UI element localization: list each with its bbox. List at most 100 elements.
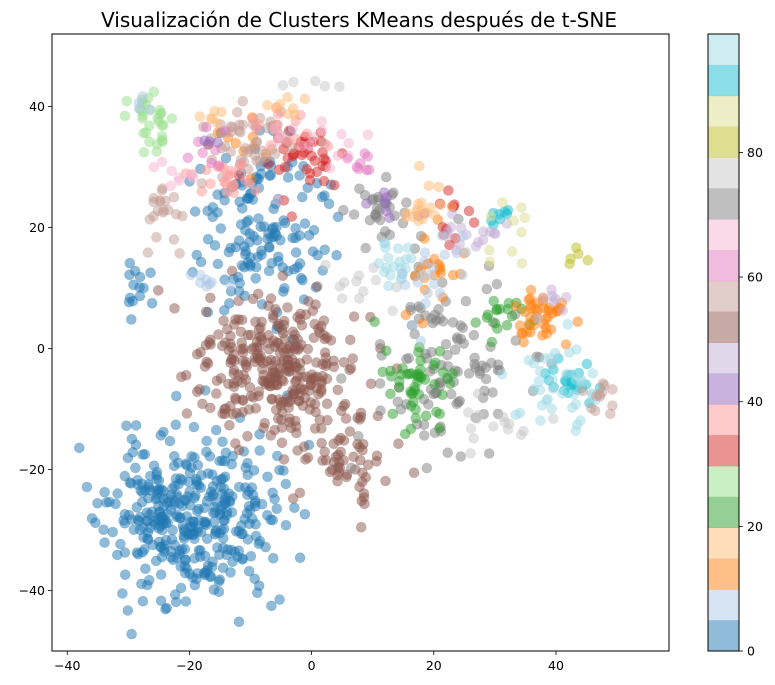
data-point	[262, 471, 273, 483]
data-point	[425, 202, 437, 213]
data-point	[277, 80, 289, 91]
data-point	[191, 348, 203, 360]
data-point	[169, 303, 180, 314]
data-point	[215, 223, 227, 234]
data-point	[181, 459, 192, 471]
data-point	[516, 227, 527, 238]
data-point	[205, 292, 216, 304]
scatter-points	[74, 75, 618, 640]
data-point	[418, 430, 430, 441]
data-point	[265, 293, 277, 304]
data-point	[151, 146, 163, 157]
data-point	[251, 136, 263, 147]
data-point	[265, 140, 277, 151]
data-point	[399, 428, 411, 440]
data-point	[185, 516, 196, 528]
data-point	[440, 338, 452, 350]
data-point	[209, 240, 221, 251]
data-point	[130, 420, 142, 431]
data-point	[463, 368, 475, 379]
data-point	[443, 185, 454, 196]
data-point	[166, 165, 177, 177]
data-point	[202, 233, 214, 245]
data-point	[177, 210, 188, 222]
data-point	[217, 562, 229, 574]
colorbar-tick-label: 0	[747, 644, 755, 659]
data-point	[339, 398, 351, 410]
data-point	[332, 150, 344, 161]
data-point	[278, 375, 289, 387]
data-point	[225, 567, 236, 578]
data-point	[251, 336, 263, 348]
data-point	[287, 493, 299, 504]
colorbar-segment	[708, 373, 739, 405]
data-point	[378, 266, 390, 278]
data-point	[374, 338, 386, 350]
data-point	[143, 479, 154, 490]
data-point	[418, 256, 430, 267]
data-point	[292, 344, 304, 356]
data-point	[240, 225, 251, 236]
data-point	[561, 368, 572, 380]
data-point	[197, 398, 208, 410]
colorbar: 0 20 40 60 80	[707, 33, 763, 659]
data-point	[487, 387, 498, 398]
data-point	[269, 122, 280, 134]
data-point	[280, 478, 292, 490]
data-point	[419, 233, 430, 244]
data-point	[174, 248, 185, 259]
data-point	[444, 378, 456, 390]
data-point	[174, 175, 185, 186]
data-point	[321, 398, 333, 410]
data-point	[168, 234, 180, 245]
data-point	[169, 480, 180, 492]
data-point	[156, 484, 167, 495]
data-point	[200, 306, 212, 318]
data-point	[266, 394, 278, 405]
data-point	[421, 462, 433, 474]
data-point	[334, 81, 345, 92]
data-point	[156, 120, 168, 131]
data-point	[208, 584, 220, 596]
data-point	[193, 480, 205, 491]
data-point	[230, 438, 241, 449]
data-point	[137, 595, 149, 607]
data-point	[292, 261, 303, 273]
data-point	[422, 399, 434, 410]
data-point	[133, 97, 145, 109]
data-point	[299, 508, 311, 520]
data-point	[516, 258, 528, 269]
data-point	[227, 556, 238, 568]
data-point	[491, 278, 503, 290]
data-point	[239, 241, 250, 252]
data-point	[446, 201, 458, 212]
data-point	[447, 269, 459, 281]
data-point	[230, 526, 242, 537]
data-point	[310, 406, 322, 418]
data-point	[233, 295, 244, 307]
data-point	[462, 407, 474, 418]
data-point	[497, 197, 508, 208]
data-point	[235, 127, 246, 138]
chart-title: Visualización de Clusters KMeans después…	[101, 8, 617, 32]
data-point	[564, 347, 575, 358]
data-point	[517, 328, 529, 339]
data-point	[155, 430, 167, 441]
data-point	[338, 356, 350, 368]
data-point	[231, 407, 242, 419]
data-point	[175, 561, 186, 572]
data-point	[392, 243, 404, 254]
data-point	[354, 183, 365, 194]
data-point	[237, 346, 249, 358]
data-point	[107, 526, 119, 538]
data-point	[201, 446, 212, 458]
colorbar-segment	[708, 558, 739, 590]
data-point	[341, 471, 352, 483]
data-point	[560, 291, 572, 303]
data-point	[393, 438, 404, 450]
data-point	[127, 295, 139, 307]
data-point	[171, 509, 183, 521]
data-point	[282, 172, 294, 183]
data-point	[195, 269, 206, 281]
